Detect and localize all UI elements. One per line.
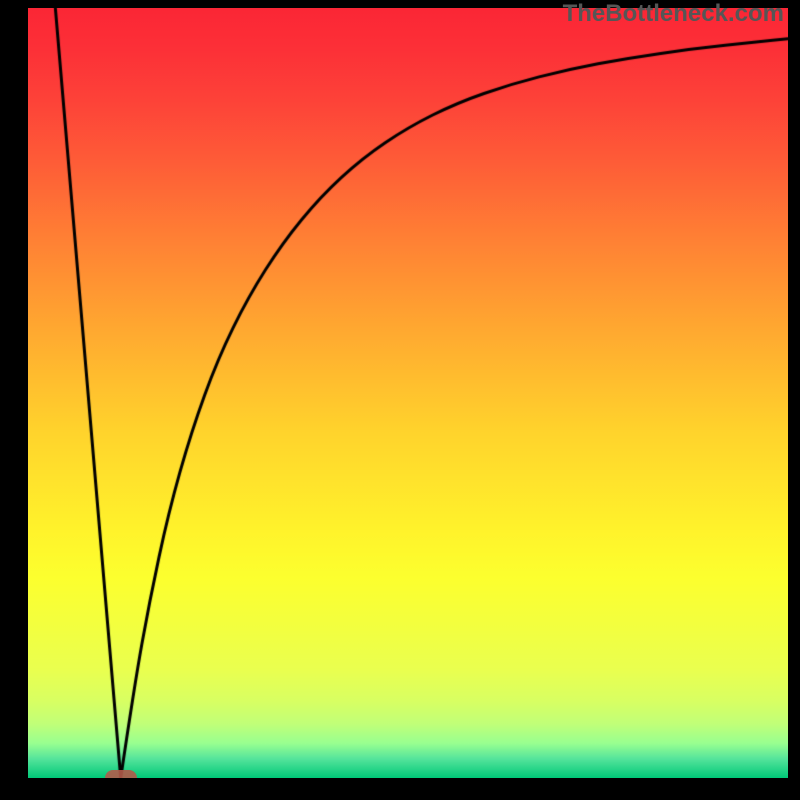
bottleneck-curve: [28, 8, 788, 778]
watermark-text: TheBottleneck.com: [563, 0, 784, 28]
chart-frame: TheBottleneck.com: [0, 0, 800, 800]
plot-area: [28, 8, 788, 778]
optimal-point-marker: [105, 770, 137, 778]
